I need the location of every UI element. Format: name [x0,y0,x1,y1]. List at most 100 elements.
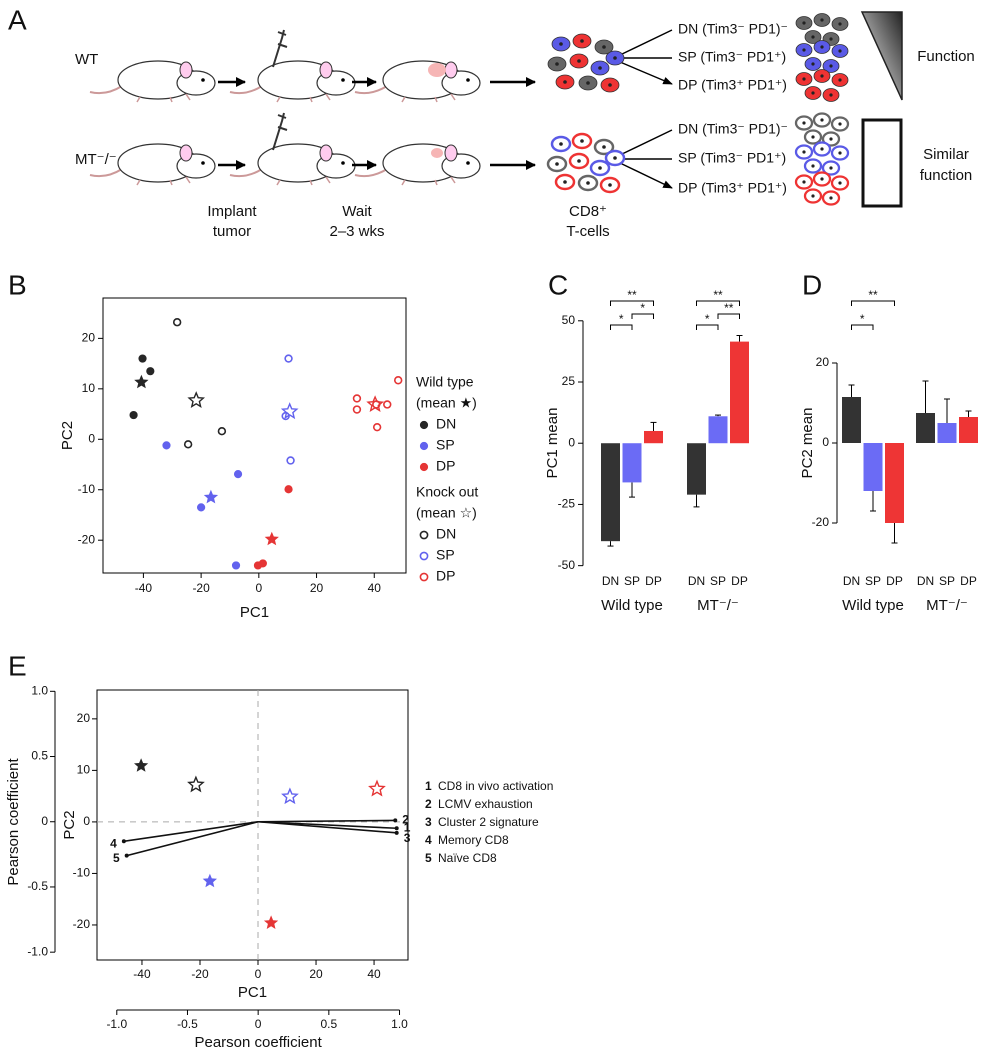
x-tick-label: 20 [309,967,323,981]
legend-marker [419,420,429,430]
y-tick-label: 20 [77,711,91,725]
point [233,470,243,479]
nucleus [811,91,815,95]
mouse [89,60,216,103]
tumor [428,63,446,77]
vector-end [121,839,126,844]
bar [644,430,663,444]
mean-star [134,374,149,389]
x2-tick-label: -1.0 [106,1017,127,1031]
point [172,318,182,327]
significance-label: * [705,312,710,326]
mean-star [280,402,299,420]
nucleus [829,37,833,41]
y-tick-label: 50 [562,313,576,327]
y-axis-label: PC2 [59,421,76,450]
nucleus [802,121,806,125]
significance-bracket [696,300,740,306]
x-tick-label: 40 [368,581,382,595]
row-label: MT⁻/⁻ [75,151,117,168]
panel-a: A WT MT⁻/⁻ Implant tumor Wait 2–3 wks CD… [8,4,975,240]
nucleus [802,21,806,25]
vector-end [394,826,399,831]
mean-star [263,915,279,929]
nucleus [829,137,833,141]
step-label: tumor [213,223,251,240]
y2-tick-label: 1.0 [31,683,48,697]
cells [546,13,850,206]
x2-tick-label: 0.5 [320,1017,337,1031]
group-label: MT⁻/⁻ [926,597,968,614]
subset-label: DN (Tim3⁻ PD1)⁻ [678,21,788,37]
nucleus [829,64,833,68]
point [129,410,138,420]
point [372,422,382,432]
legend-label: CD8 in vivo activation [438,779,553,793]
nucleus [563,80,567,84]
nucleus [598,66,602,70]
vector-end [394,830,399,835]
point [138,354,147,363]
subset-label: DN (Tim3⁻ PD1)⁻ [678,121,788,137]
legend-label: Memory CD8 [438,833,509,847]
nucleus [613,56,617,60]
subset-label: DP (Tim3⁺ PD1⁺) [678,77,787,93]
nucleus [602,145,606,149]
y-tick-label: -10 [78,482,96,496]
nucleus [838,78,842,82]
bar [708,416,728,444]
point [146,367,155,376]
nucleus [580,39,584,43]
vector-id: 3 [404,831,411,845]
legend-label: Naïve CD8 [438,851,497,865]
nucleus [811,194,815,198]
nucleus [838,151,842,155]
group-label: Wild type [601,597,663,614]
legend-label: SP [436,547,455,563]
mean-star [366,395,385,412]
x2-axis-label: Pearson coefficient [194,1034,322,1050]
bar [730,341,749,444]
step-label: Implant [207,203,257,220]
point [284,354,293,363]
x-tick-label: SP [865,574,881,588]
legend-id: 5 [425,851,432,865]
significance-label: * [619,312,624,326]
legend-label: DN [436,416,456,432]
x-tick-label: DP [960,574,977,588]
vector-end [124,853,129,858]
nucleus [811,164,815,168]
vector-end [393,818,398,823]
y-tick-label: 0 [822,435,829,449]
step-label: Wait [342,203,372,220]
significance-bracket [696,324,719,330]
arrow [619,29,672,84]
arrow [619,129,672,188]
x-tick-label: -40 [133,967,151,981]
y2-tick-label: 0 [41,814,48,828]
x-tick-label: -20 [192,581,210,595]
group-label: MT⁻/⁻ [697,597,739,614]
nucleus [820,45,824,49]
point [352,394,362,403]
legend-id: 3 [425,815,432,829]
x-tick-label: DP [645,574,662,588]
legend-label: DN [436,526,456,542]
y-tick-label: 20 [816,355,830,369]
nucleus [555,62,559,66]
loading-vector [126,820,259,857]
nucleus [577,59,581,63]
point [383,400,392,409]
x2-tick-label: 1.0 [391,1017,408,1031]
panel-letter: B [8,269,27,300]
y-tick-label: 10 [82,381,96,395]
panel-letter: C [548,269,568,300]
legend-title: Wild type [416,374,474,390]
significance-label: ** [868,288,878,302]
x-tick-label: DN [688,574,705,588]
vector-id: 4 [110,836,117,850]
row-label: WT [75,51,98,68]
nucleus [559,42,563,46]
mean-star [187,775,205,793]
